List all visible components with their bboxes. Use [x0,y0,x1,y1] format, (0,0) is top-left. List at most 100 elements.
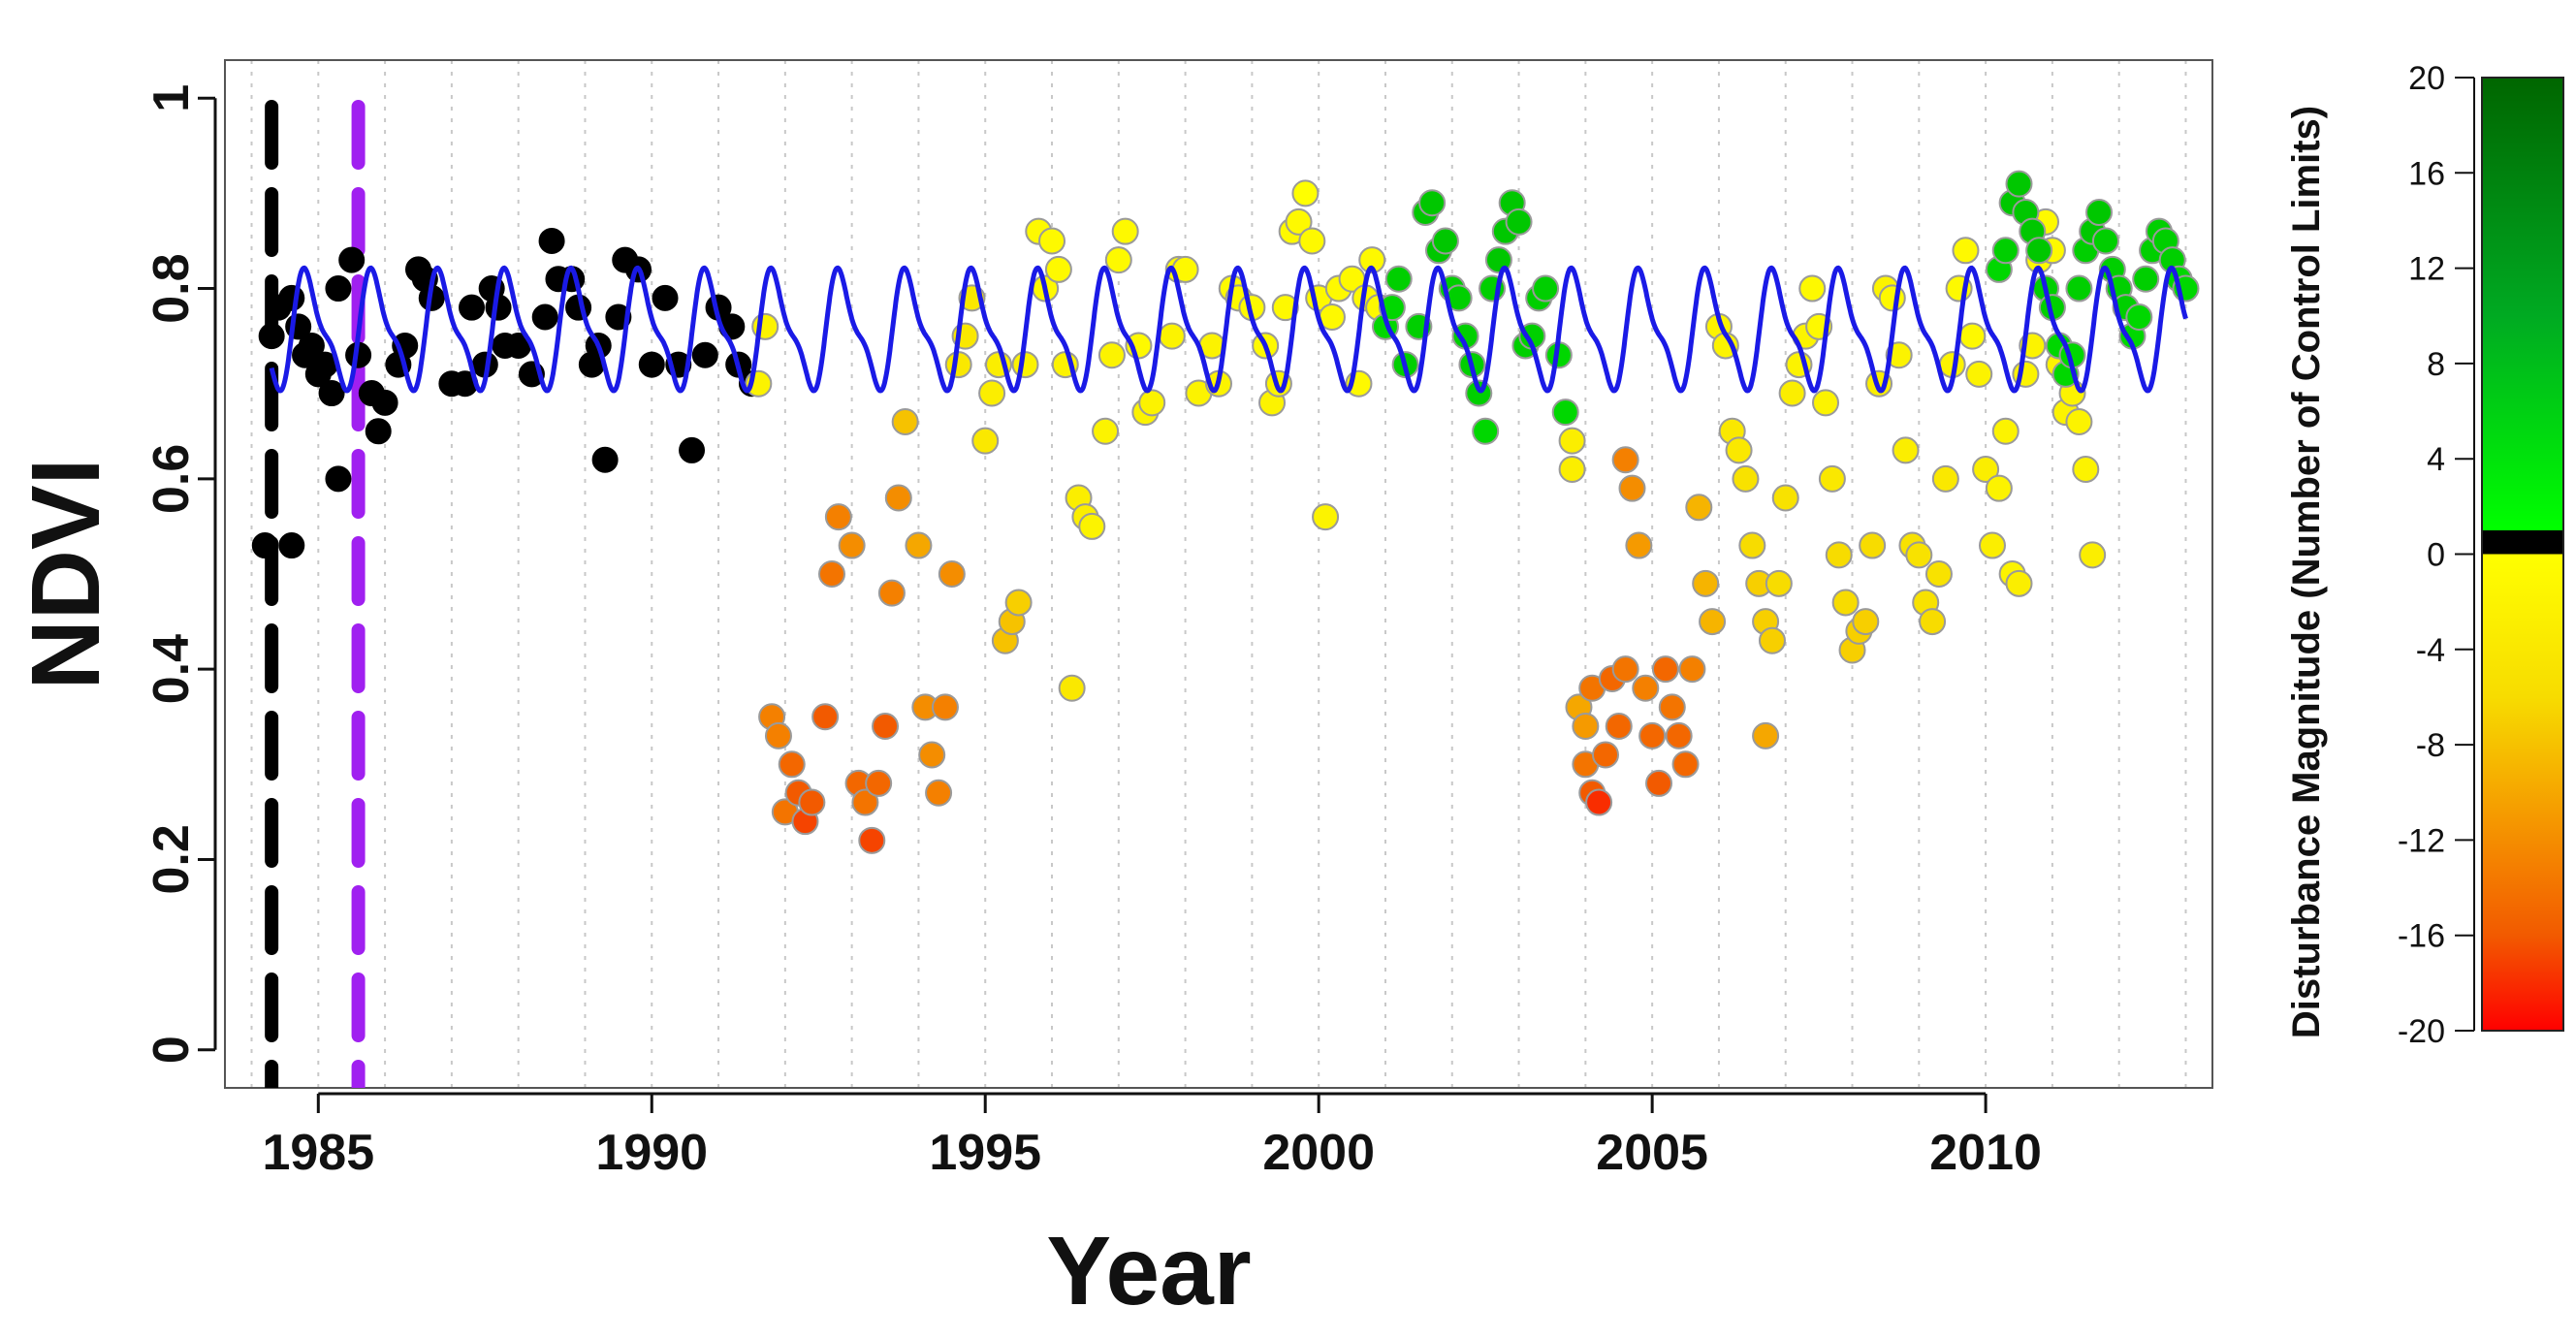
data-point [1298,227,1326,255]
data-point [2005,170,2033,198]
y-tick-label: 0.4 [143,634,200,704]
data-point [1158,322,1186,350]
data-point [1551,399,1579,427]
data-point [325,465,352,493]
data-point [824,503,852,531]
data-point [1725,436,1753,464]
data-point [2125,303,2153,331]
data-point [1044,255,1072,283]
data-point [884,484,912,512]
data-point [1285,207,1313,236]
data-point [2065,407,2093,435]
data-point [2005,569,2033,597]
data-point [971,427,1000,455]
data-point [1038,227,1066,255]
data-point [1605,713,1633,741]
data-point [1905,541,1933,569]
y-tick-label: 0.8 [143,253,200,323]
data-point [1312,503,1340,531]
data-point [1104,246,1132,274]
colorbar-tick-label: 0 [2427,537,2445,574]
x-axis-title: Year [1046,1217,1251,1325]
x-tick-label: 1990 [595,1125,708,1181]
data-point [1771,484,1799,512]
data-point [1991,417,2019,445]
data-point [1111,217,1139,245]
data-point [1625,531,1653,559]
y-axis-title: NDVI [12,459,120,690]
data-point [1011,351,1039,379]
colorbar-tick-label: -8 [2416,727,2445,764]
data-point [778,750,806,779]
x-tick-label: 2005 [1596,1125,1708,1181]
data-point [2132,265,2160,293]
data-point [2065,274,2093,303]
data-point [838,531,866,559]
data-points [251,170,2200,854]
data-point [2025,237,2053,265]
data-point [978,379,1006,407]
data-point [318,380,345,407]
data-point [1638,721,1667,749]
data-point [1505,207,1533,236]
data-point [1671,750,1700,779]
data-point [851,788,879,816]
data-point [459,294,486,321]
data-point [1965,360,1993,388]
series-recovery-2001-2004 [1371,189,1579,445]
data-point [1092,417,1120,445]
data-point [679,436,706,463]
series-disturbance-2004-2013 [1558,207,2107,816]
colorbar: 20 16 12 8 4 0 -4 -8 -12 -16 -20 Disturbance Magni… [2285,60,2564,1050]
data-point [1892,436,1920,464]
data-point [365,418,392,445]
data-point [1611,655,1639,684]
data-point [872,713,900,741]
data-point [2085,199,2114,227]
x-tick-label: 1985 [262,1125,374,1181]
data-point [938,560,966,588]
data-point [1699,608,1727,636]
data-point [1958,322,1987,350]
data-point [1732,464,1760,493]
data-point [1752,721,1780,749]
colorbar-tick-label: 12 [2408,251,2445,288]
x-tick-label: 2000 [1262,1125,1375,1181]
data-point [371,389,398,416]
x-tick-label: 1995 [929,1125,1041,1181]
data-point [1271,294,1299,322]
data-point [1138,389,1166,417]
data-point [1004,589,1033,617]
series-stable-period [251,227,765,559]
vertical-marker-lines [265,100,366,1088]
colorbar-tick-label: -12 [2398,822,2445,859]
x-axis: 1985 1990 1995 2000 2005 2010 [262,1092,2042,1181]
y-tick-label: 0 [143,1036,200,1064]
data-point [1078,512,1106,540]
data-point [1665,721,1693,749]
data-point [278,284,305,311]
data-point [638,351,665,378]
data-point [1585,788,1613,816]
y-tick-label: 0.2 [143,824,200,894]
plot-frame [224,59,2213,1089]
data-point [1645,769,1673,797]
colorbar-tick-label: -16 [2398,918,2445,955]
data-point [1692,569,1720,597]
data-point [1978,531,2006,559]
colorbar-tick-label: -4 [2416,632,2445,669]
data-point [1611,446,1639,474]
data-point [1618,474,1646,502]
data-point [1852,608,1880,636]
data-point [1738,531,1766,559]
data-point [1558,427,1586,455]
data-point [591,446,619,473]
data-point [811,703,840,731]
data-point [1685,494,1713,522]
data-point [798,788,826,816]
data-point [338,246,366,273]
year-gridlines [250,60,2187,1088]
colorbar-tick-label: 20 [2408,60,2445,97]
data-point [1919,608,1947,636]
